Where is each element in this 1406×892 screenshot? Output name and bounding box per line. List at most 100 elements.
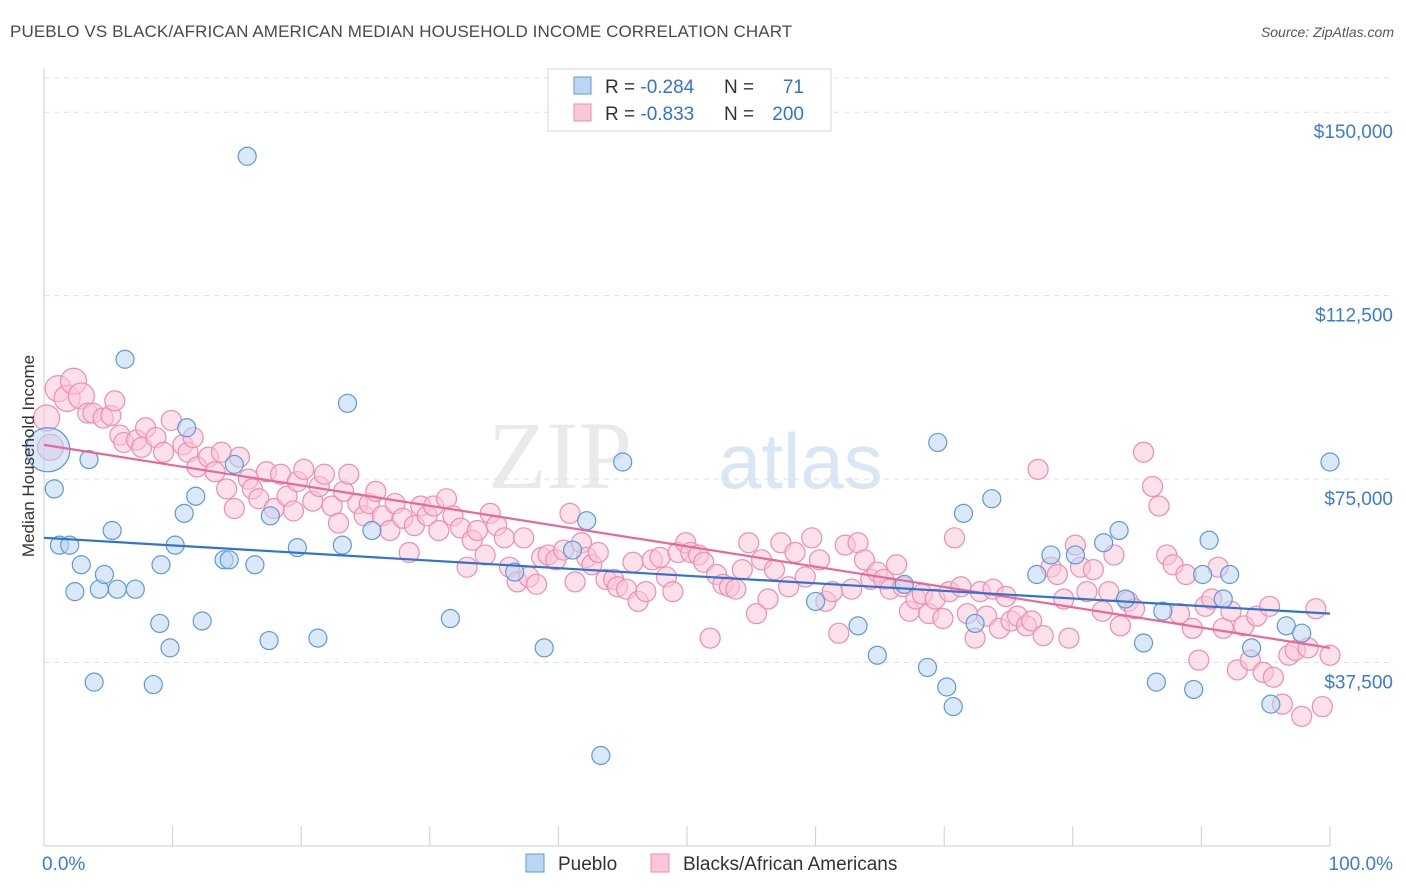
point-pueblo: [107, 579, 127, 599]
point-black: [1027, 458, 1049, 480]
point-pueblo: [1115, 589, 1136, 609]
point-black: [745, 603, 768, 625]
point-pueblo: [562, 540, 583, 560]
legend-n-value-black: 200: [772, 104, 804, 125]
chart-title: PUEBLO VS BLACK/AFRICAN AMERICAN MEDIAN …: [10, 22, 793, 41]
point-black: [1141, 475, 1164, 498]
point-black: [1148, 495, 1170, 517]
point-black: [757, 588, 779, 610]
point-pueblo: [953, 503, 974, 523]
point-black: [1032, 625, 1054, 647]
point-pueblo: [1109, 520, 1129, 541]
point-black: [466, 519, 488, 542]
point-black: [338, 463, 360, 485]
point-pueblo: [224, 454, 244, 475]
point-black: [1305, 598, 1327, 620]
point-black: [152, 441, 175, 463]
point-black: [784, 541, 806, 564]
point-black: [1082, 559, 1104, 581]
point-black: [398, 541, 420, 564]
point-pueblo: [1065, 545, 1085, 565]
point-black: [293, 458, 315, 480]
point-black: [1132, 441, 1155, 463]
series-legend-label-black: Blacks/African Americans: [683, 854, 897, 875]
point-black: [943, 527, 966, 549]
point-black: [693, 551, 715, 573]
point-pueblo: [613, 452, 633, 472]
point-black: [731, 559, 753, 581]
point-pueblo: [928, 432, 948, 453]
point-pueblo: [143, 674, 163, 695]
y-tick-labels: $37,500 $75,000 $112,500 $150,000: [1314, 122, 1393, 693]
legend-stats-row-black: R = -0.833: [605, 104, 694, 125]
legend-swatch-black: [573, 103, 592, 122]
point-black: [1109, 615, 1131, 637]
point-black: [1311, 695, 1333, 718]
point-pueblo: [577, 511, 597, 531]
point-pueblo: [943, 696, 963, 717]
point-pueblo: [1320, 452, 1340, 472]
point-black: [327, 512, 350, 534]
y-tick-label: $75,000: [1324, 489, 1393, 510]
point-pueblo: [1146, 672, 1166, 692]
point-black: [828, 622, 850, 644]
point-black: [808, 549, 831, 571]
point-black: [853, 549, 876, 571]
point-pueblo: [308, 628, 328, 648]
point-black: [456, 556, 478, 578]
point-pueblo: [1241, 638, 1262, 658]
point-pueblo: [160, 638, 180, 658]
point-black: [649, 546, 671, 568]
point-pueblo: [917, 657, 938, 678]
point-black: [801, 527, 823, 549]
point-black: [282, 500, 305, 522]
point-pueblo: [115, 349, 135, 369]
point-pueblo: [1220, 564, 1240, 585]
point-pueblo: [1276, 616, 1296, 636]
point-pueblo: [84, 672, 104, 692]
point-pueblo: [848, 616, 868, 636]
y-tick-label: $37,500: [1324, 673, 1393, 694]
point-pueblo: [894, 574, 914, 594]
point-pueblo: [174, 503, 194, 523]
point-black: [248, 488, 270, 510]
point-black: [216, 478, 238, 500]
source-label: Source: ZipAtlas.com: [1260, 24, 1394, 40]
point-pueblo: [1041, 545, 1061, 565]
point-pueblo: [245, 555, 265, 575]
point-pueblo: [332, 535, 352, 555]
point-pueblo: [1292, 623, 1312, 643]
point-black: [725, 578, 747, 600]
point-pueblo: [1193, 564, 1213, 585]
point-pueblo: [259, 630, 279, 651]
point-pueblo: [177, 418, 197, 438]
point-pueblo: [867, 645, 887, 665]
point-black: [1058, 627, 1080, 649]
watermark-zip: ZIP: [488, 402, 632, 509]
trend-lines: [43, 443, 1331, 649]
point-black: [564, 571, 586, 593]
x-tick-label-min: 0.0%: [42, 854, 85, 875]
point-black: [587, 541, 609, 564]
point-pueblo: [1153, 601, 1173, 621]
point-pueblo: [102, 520, 122, 541]
point-black: [622, 551, 644, 573]
point-pueblo: [982, 489, 1002, 509]
point-black: [1258, 595, 1281, 617]
point-pueblo: [1199, 530, 1219, 550]
legend-swatch-pueblo: [573, 76, 592, 95]
stats-legend: R = -0.284 N = 71 R = -0.833 N = 200: [547, 68, 832, 132]
point-black: [428, 519, 450, 542]
point-black: [932, 607, 954, 630]
legend-n-row-black: N =: [724, 104, 754, 125]
point-black: [950, 576, 972, 598]
point-pueblo: [1133, 633, 1154, 653]
point-black: [699, 627, 721, 649]
point-pueblo: [965, 613, 985, 634]
point-pueblo: [1027, 564, 1047, 585]
point-pueblo: [151, 555, 171, 575]
trend-line-black: [43, 443, 1331, 649]
legend-stats-row-pueblo: R = -0.284: [605, 77, 695, 98]
point-black: [1175, 563, 1197, 586]
point-pueblo: [94, 564, 115, 585]
